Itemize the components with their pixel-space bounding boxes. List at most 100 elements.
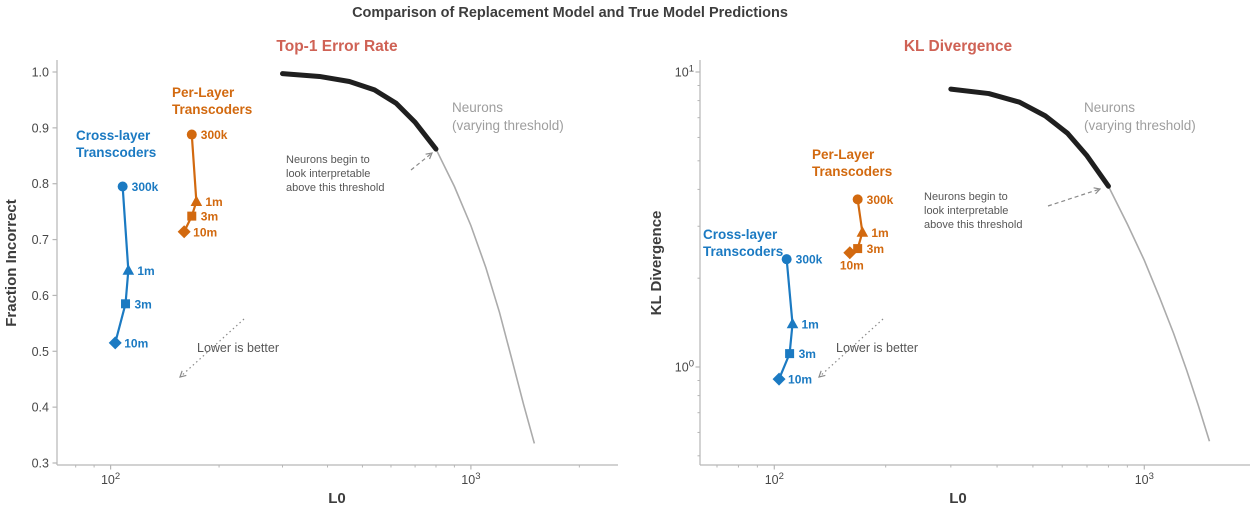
- point-label: 3m: [201, 210, 218, 224]
- subplot-1: 300k1m3m10mCross-layerTranscoders300k1m3…: [648, 38, 1250, 507]
- point-label: 3m: [867, 242, 884, 256]
- point-label: 10m: [193, 225, 217, 239]
- tick-label: 101: [675, 64, 694, 80]
- marker-square: [121, 299, 131, 309]
- lower-better-arrow: [818, 318, 884, 378]
- y-axis-label: KL Divergence: [648, 211, 665, 316]
- marker-square: [785, 349, 795, 359]
- point-label: 1m: [205, 195, 222, 209]
- threshold-note: above this threshold: [286, 182, 384, 194]
- marker-triangle: [122, 264, 135, 275]
- tick-base: 10: [675, 66, 689, 80]
- threshold-note: look interpretable: [924, 205, 1008, 217]
- threshold-arrow: [410, 152, 433, 171]
- y-tick-label: 0.6: [32, 289, 49, 303]
- lower-better-label: Lower is better: [197, 341, 279, 355]
- threshold-arrow-head: [425, 152, 433, 160]
- tick-exponent: 0: [689, 359, 694, 370]
- marker-diamond: [108, 336, 122, 350]
- y-tick-label: 0.4: [32, 401, 49, 415]
- point-label: 10m: [124, 336, 148, 350]
- neurons-thick-line: [280, 71, 439, 152]
- threshold-note: Neurons begin to: [286, 154, 370, 166]
- tick-label: 100: [675, 359, 694, 375]
- y-tick-label: 0.7: [32, 233, 49, 247]
- series-legend-label: Transcoders: [812, 164, 892, 179]
- series-legend-label: Transcoders: [76, 145, 156, 160]
- y-tick-label: 0.3: [32, 457, 49, 471]
- tick-base: 10: [101, 473, 115, 487]
- marker-diamond: [843, 246, 857, 260]
- y-axis-label: Fraction Incorrect: [3, 199, 20, 327]
- point-label: 1m: [802, 317, 819, 331]
- point-label: 300k: [796, 253, 823, 267]
- marker-square: [187, 211, 197, 221]
- main-title: Comparison of Replacement Model and True…: [352, 5, 788, 21]
- subplot-title: Top-1 Error Rate: [276, 38, 398, 55]
- series-legend-label: Per-Layer: [812, 147, 875, 162]
- y-tick-label: 0.5: [32, 345, 49, 359]
- x-axis-label: L0: [949, 490, 967, 507]
- tick-exponent: 1: [689, 64, 694, 75]
- lower-better-label: Lower is better: [836, 341, 918, 355]
- series-legend-label: Transcoders: [703, 244, 783, 259]
- marker-circle: [852, 194, 863, 205]
- marker-triangle: [786, 317, 799, 329]
- marker-circle: [186, 129, 197, 140]
- series-legend-label: Transcoders: [172, 102, 252, 117]
- series-line: [183, 134, 198, 233]
- marker-triangle: [190, 195, 203, 206]
- series-legend-label: Cross-layer: [703, 227, 778, 242]
- tick-label: 102: [765, 471, 784, 487]
- lower-better-arrow: [179, 318, 245, 378]
- y-tick-label: 1.0: [32, 66, 49, 80]
- lower-better-arrow-head: [179, 370, 187, 378]
- neurons-label: (varying threshold): [452, 118, 564, 133]
- neurons-thin-line: [1107, 185, 1211, 442]
- tick-label: 103: [461, 471, 480, 487]
- point-label: 3m: [799, 347, 816, 361]
- series-legend-label: Cross-layer: [76, 128, 151, 143]
- marker-circle: [781, 254, 792, 265]
- threshold-note: above this threshold: [924, 219, 1022, 231]
- tick-base: 10: [461, 473, 475, 487]
- tick-label: 102: [101, 471, 120, 487]
- threshold-note: Neurons begin to: [924, 191, 1008, 203]
- neurons-thin-line: [435, 148, 536, 444]
- tick-exponent: 2: [115, 471, 120, 482]
- series-line: [778, 259, 794, 380]
- series-legend-label: Per-Layer: [172, 85, 235, 100]
- x-axis-label: L0: [328, 490, 346, 507]
- point-label: 300k: [201, 128, 228, 142]
- tick-exponent: 2: [779, 471, 784, 482]
- point-label: 3m: [135, 297, 152, 311]
- tick-label: 103: [1135, 471, 1154, 487]
- point-label: 300k: [867, 193, 894, 207]
- tick-base: 10: [1135, 473, 1149, 487]
- marker-triangle: [856, 226, 869, 237]
- marker-circle: [117, 181, 128, 192]
- neurons-label: Neurons: [452, 100, 503, 115]
- marker-square: [853, 244, 863, 254]
- y-tick-label: 0.8: [32, 177, 49, 191]
- y-tick-label: 0.9: [32, 121, 49, 135]
- tick-exponent: 3: [475, 471, 480, 482]
- point-label: 10m: [788, 373, 812, 387]
- tick-base: 10: [765, 473, 779, 487]
- series-line: [114, 186, 130, 344]
- threshold-note: look interpretable: [286, 168, 370, 180]
- lower-better-arrow-head: [818, 370, 826, 378]
- tick-exponent: 3: [1149, 471, 1154, 482]
- neurons-label: Neurons: [1084, 100, 1135, 115]
- point-label: 300k: [132, 180, 159, 194]
- threshold-arrow: [1047, 188, 1101, 207]
- subplot-title: KL Divergence: [904, 38, 1013, 55]
- marker-diamond: [772, 372, 786, 386]
- marker-diamond: [177, 225, 191, 239]
- neurons-thick-line: [948, 86, 1111, 189]
- point-label: 1m: [137, 264, 154, 278]
- neurons-label: (varying threshold): [1084, 118, 1196, 133]
- threshold-arrow-head: [1093, 187, 1102, 195]
